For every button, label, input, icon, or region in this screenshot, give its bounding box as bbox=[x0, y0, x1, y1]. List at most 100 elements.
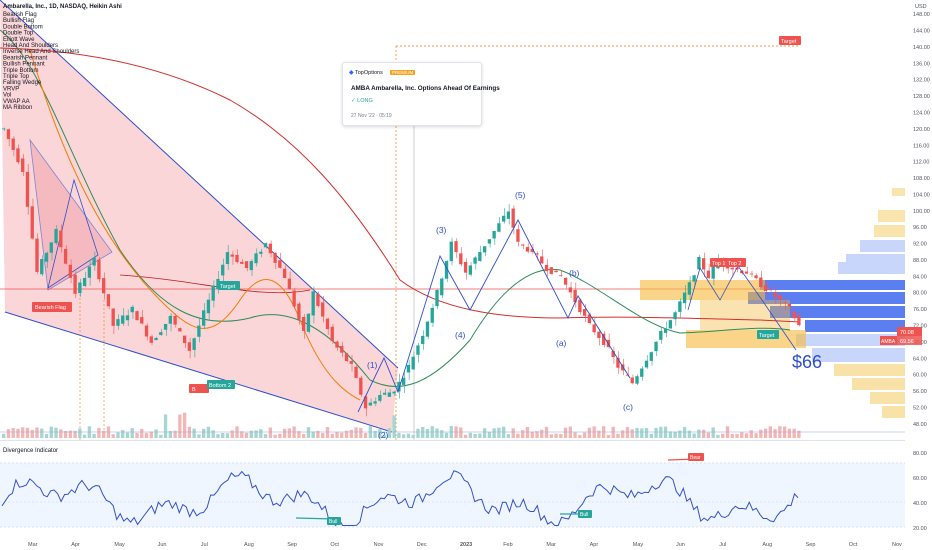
candle-body bbox=[521, 244, 525, 246]
candle-body bbox=[192, 338, 196, 350]
vrvp-volume-profile bbox=[748, 188, 905, 418]
bear-divergence-tag[interactable]: Bear bbox=[688, 453, 704, 461]
legend-item: Triple Top bbox=[3, 74, 30, 80]
svg-text:Top 2: Top 2 bbox=[728, 261, 741, 267]
target-tag-top[interactable]: Target bbox=[779, 36, 801, 45]
candle-body bbox=[302, 316, 306, 331]
time-tick-label: Feb bbox=[503, 542, 512, 548]
wave-4-label: (4) bbox=[455, 330, 466, 340]
volume-bar bbox=[6, 429, 11, 438]
volume-bar bbox=[540, 429, 544, 438]
volume-bar bbox=[792, 428, 796, 438]
candle-body bbox=[668, 320, 672, 329]
candle-body bbox=[411, 356, 415, 370]
bull-divergence-tag-1[interactable]: Bull bbox=[327, 517, 341, 525]
oscillator-axis[interactable]: 80.00 60.00 40.00 20.00 bbox=[913, 451, 927, 532]
volume-bar bbox=[697, 429, 701, 438]
top-1-tag[interactable]: Top 1 bbox=[710, 258, 730, 267]
volume-bar bbox=[516, 433, 520, 438]
bottom-tag[interactable]: B Bottom 2 bbox=[189, 380, 235, 393]
candle-body bbox=[754, 275, 758, 279]
volume-bar bbox=[302, 434, 306, 438]
price-tick-label: 120.00 bbox=[913, 127, 930, 133]
price-axis[interactable]: 148.00 144.00 140.00 136.00 132.00 128.00 124.… bbox=[913, 12, 930, 428]
volume-bar bbox=[463, 434, 468, 438]
time-tick-label: Sep bbox=[806, 542, 816, 548]
volume-bar bbox=[487, 431, 492, 438]
candle-body bbox=[68, 264, 72, 278]
candle-body bbox=[135, 311, 139, 321]
bearish-flag-tag[interactable]: Bearish Flag bbox=[32, 302, 72, 312]
top-2-tag[interactable]: Top 2 bbox=[726, 258, 746, 267]
price-tick-label: 92.00 bbox=[913, 242, 927, 248]
volume-bar bbox=[440, 430, 444, 438]
volume-bar bbox=[640, 428, 644, 438]
volume-bar bbox=[49, 426, 53, 438]
time-tick-label: Oct bbox=[330, 542, 339, 548]
volume-bar bbox=[59, 429, 63, 438]
volume-bar bbox=[635, 428, 639, 438]
candle-body bbox=[468, 265, 472, 275]
candle-body bbox=[578, 299, 582, 313]
volume-bar bbox=[254, 430, 258, 438]
legend-item: Bearish Pennant bbox=[3, 55, 48, 61]
candle-body bbox=[197, 325, 201, 337]
candle-body bbox=[168, 315, 172, 324]
bull-divergence-tag-2[interactable]: Bull bbox=[578, 510, 592, 518]
volume-bar bbox=[421, 427, 425, 438]
svg-text:Target: Target bbox=[781, 39, 797, 45]
volume-bar bbox=[416, 428, 420, 438]
wave-2-label: (2) bbox=[378, 430, 389, 440]
currency-label: USD bbox=[915, 4, 927, 10]
price-tick-label: 76.00 bbox=[913, 307, 927, 313]
volume-bar bbox=[340, 432, 344, 438]
candle-body bbox=[454, 241, 458, 253]
candle-body bbox=[749, 273, 753, 275]
idea-card[interactable]: ◆ TopOptions PREMIUM AMBA Ambarella, Inc… bbox=[342, 62, 500, 126]
candle-body bbox=[40, 259, 44, 275]
idea-title[interactable]: AMBA Ambarella, Inc. Options Ahead Of Ea… bbox=[351, 85, 500, 92]
candle-body bbox=[49, 242, 53, 253]
candle-body bbox=[216, 278, 220, 290]
candle-body bbox=[78, 282, 82, 294]
time-tick-label: May bbox=[114, 542, 125, 548]
candle-body bbox=[387, 392, 392, 397]
candle-body bbox=[125, 315, 130, 321]
candle-body bbox=[654, 341, 658, 352]
volume-bar bbox=[406, 433, 411, 438]
volume-bar bbox=[140, 428, 144, 438]
candle-body bbox=[349, 361, 353, 364]
candle-body bbox=[502, 215, 506, 222]
candle-body bbox=[297, 303, 301, 320]
volume-bar bbox=[673, 431, 677, 438]
volume-bar bbox=[359, 427, 363, 438]
volume-bar bbox=[659, 426, 663, 438]
elliott-wave-lines bbox=[357, 219, 631, 413]
candle-body bbox=[406, 364, 411, 373]
legend-item: MA Ribbon bbox=[3, 105, 32, 111]
time-axis[interactable]: Mar Apr May Jun Jul Aug Sep Oct Nov Dec 2023 Feb Mar… bbox=[28, 542, 902, 548]
volume-bar bbox=[678, 430, 682, 438]
candle-body bbox=[306, 313, 311, 332]
target-tag-3[interactable]: Target bbox=[757, 330, 779, 339]
candle-body bbox=[782, 302, 787, 304]
candle-body bbox=[625, 374, 630, 376]
time-tick-label: Dec bbox=[417, 542, 427, 548]
candle-body bbox=[659, 330, 663, 340]
volume-bar bbox=[144, 432, 149, 438]
price-tick-label: 140.00 bbox=[913, 45, 930, 51]
price-tick-label: 148.00 bbox=[913, 12, 930, 18]
legend-item: Bullish Flag bbox=[3, 18, 34, 24]
target-tag-1[interactable]: Target bbox=[218, 281, 240, 290]
svg-text:Bear: Bear bbox=[690, 455, 701, 461]
divergence-oscillator-line bbox=[1, 470, 799, 527]
volume-bar bbox=[563, 427, 568, 438]
candle-body bbox=[682, 292, 687, 304]
candle-body bbox=[287, 278, 292, 290]
wave-c-label: (c) bbox=[623, 402, 633, 412]
candle-body bbox=[440, 278, 444, 296]
price-tick-label: 88.00 bbox=[913, 258, 927, 264]
candle-body bbox=[6, 129, 11, 140]
volume-bar bbox=[211, 430, 215, 438]
